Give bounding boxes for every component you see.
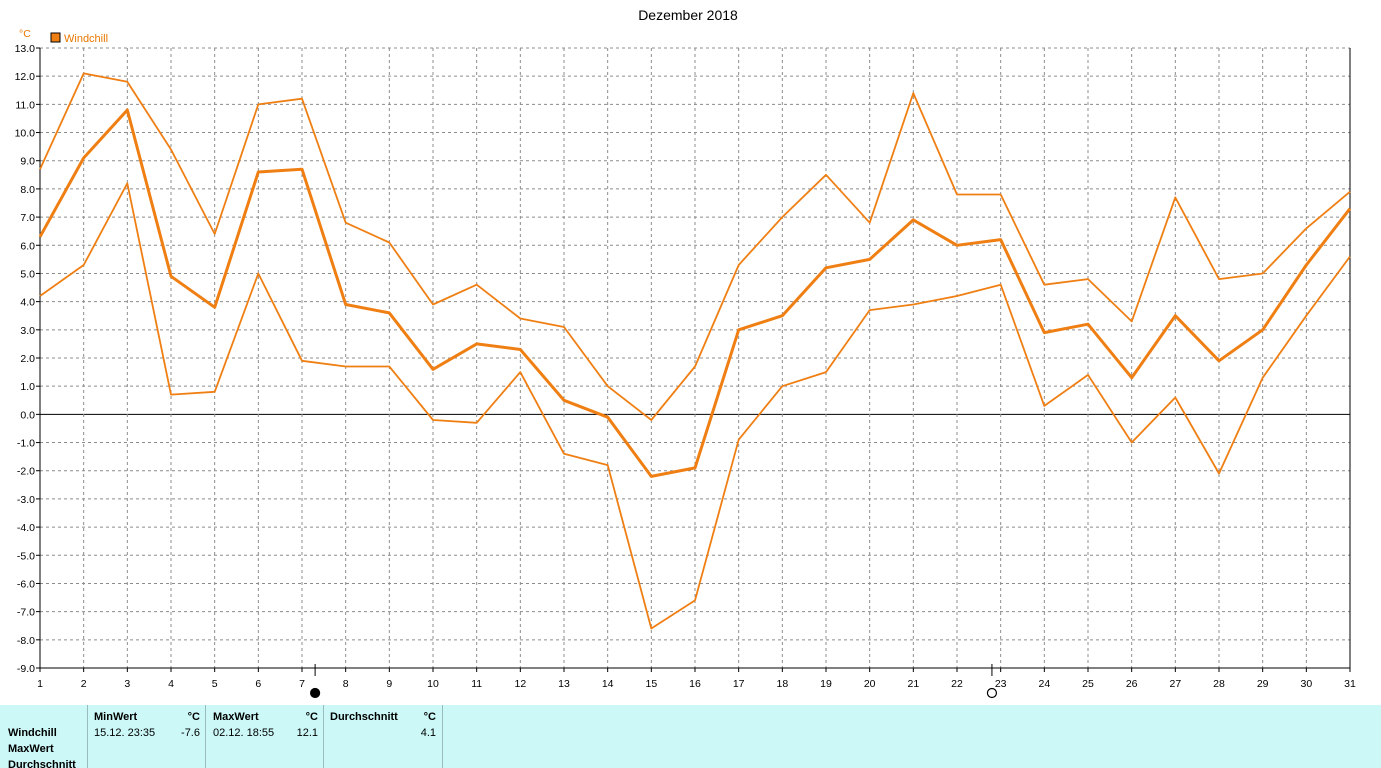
x-tick-label: 3 xyxy=(124,678,130,690)
stats-column-min: MinWert °C 15.12. 23:35 -7.6 xyxy=(87,705,206,768)
row-label-windchill: Windchill xyxy=(8,727,57,739)
x-tick-label: 15 xyxy=(645,678,657,690)
x-tick-label: 16 xyxy=(689,678,701,690)
x-tick-label: 18 xyxy=(776,678,788,690)
x-tick-label: 26 xyxy=(1126,678,1138,690)
statistics-panel: Windchill MaxWert Durchschnitt MinWert °… xyxy=(0,705,1381,768)
x-tick-label: 21 xyxy=(907,678,919,690)
y-tick-label: 9.0 xyxy=(20,156,35,168)
series-lines xyxy=(38,72,1352,630)
moon-markers xyxy=(310,664,998,699)
y-tick-label: 5.0 xyxy=(20,268,35,280)
stats-column-avg: Durchschnitt °C 4.1 xyxy=(323,705,443,768)
x-tick-label: 24 xyxy=(1038,678,1050,690)
stats-unit-min: °C xyxy=(187,711,200,723)
x-tick-label: 31 xyxy=(1344,678,1356,690)
y-tick-label: 12.0 xyxy=(15,71,36,83)
grid xyxy=(40,47,1350,669)
y-tick-label: 11.0 xyxy=(15,99,35,111)
x-tick-label: 22 xyxy=(951,678,963,690)
x-tick-label: 6 xyxy=(255,678,261,690)
stats-datetime-max: 02.12. 18:55 xyxy=(213,727,275,739)
new-moon-icon xyxy=(986,687,998,699)
stats-column-max: MaxWert °C 02.12. 18:55 12.1 xyxy=(205,705,324,768)
y-tick-label: -2.0 xyxy=(17,466,35,478)
x-tick-label: 10 xyxy=(427,678,439,690)
y-tick-label: -5.0 xyxy=(17,550,35,562)
y-tick-label: 7.0 xyxy=(20,212,35,224)
stats-header-max: MaxWert xyxy=(213,711,259,723)
y-tick-label: 8.0 xyxy=(20,184,35,196)
stats-datetime-min: 15.12. 23:35 xyxy=(94,727,156,739)
y-axis: 13.0 12.0 11.0 10.0 9.0 8.0 7.0 6.0 5.0 4.0 3.0 2.0… xyxy=(15,43,1351,675)
x-tick-label: 25 xyxy=(1082,678,1094,690)
series-line-min xyxy=(39,182,1351,630)
y-tick-label: -6.0 xyxy=(17,578,35,590)
x-tick-label: 9 xyxy=(386,678,392,690)
x-tick-label: 13 xyxy=(558,678,570,690)
y-tick-label: 4.0 xyxy=(20,297,35,309)
x-tick-label: 4 xyxy=(168,678,174,690)
y-tick-label: 0.0 xyxy=(20,409,35,421)
y-tick-label: 3.0 xyxy=(20,325,35,337)
series-line-max xyxy=(39,72,1351,421)
stats-unit-max: °C xyxy=(305,711,318,723)
y-tick-label: -4.0 xyxy=(17,522,35,534)
x-tick-label: 2 xyxy=(81,678,87,690)
windchill-chart: Dezember 2018 °C Windchill 13.012.011.01… xyxy=(15,7,1356,699)
x-tick-label: 19 xyxy=(820,678,832,690)
x-tick-label: 30 xyxy=(1300,678,1312,690)
stats-value-avg: 4.1 xyxy=(420,727,436,739)
x-tick-label: 11 xyxy=(471,678,482,690)
stats-header-min: MinWert xyxy=(94,711,138,723)
legend-swatch xyxy=(50,32,61,43)
y-tick-label: 10.0 xyxy=(15,128,36,140)
x-tick-label: 1 xyxy=(37,678,43,690)
y-tick-label: -9.0 xyxy=(17,663,35,675)
y-tick-label: 6.0 xyxy=(20,240,35,252)
legend-label: Windchill xyxy=(64,33,108,45)
x-tick-label: 5 xyxy=(212,678,218,690)
y-tick-label: -7.0 xyxy=(17,607,35,619)
y-tick-label: 1.0 xyxy=(20,381,35,393)
x-tick-label: 8 xyxy=(343,678,349,690)
y-unit-label: °C xyxy=(19,28,31,40)
stats-value-min: -7.6 xyxy=(181,727,200,739)
x-tick-label: 28 xyxy=(1213,678,1225,690)
full-moon-icon xyxy=(310,687,321,699)
x-tick-label: 23 xyxy=(995,678,1007,690)
series-line-avg xyxy=(38,108,1352,478)
stats-header-avg: Durchschnitt xyxy=(330,711,398,723)
x-tick-label: 20 xyxy=(864,678,876,690)
x-tick-label: 27 xyxy=(1169,678,1181,690)
x-tick-label: 17 xyxy=(733,678,745,690)
row-label-durchschnitt: Durchschnitt xyxy=(8,759,76,768)
y-tick-label: 2.0 xyxy=(20,353,35,365)
y-tick-label: -3.0 xyxy=(17,494,35,506)
x-axis: 1 2 3 4 5 6 7 8 9 10 11 12 13 14 15 16 17 18 19 20 21 22 23 24 2… xyxy=(37,667,1356,690)
stats-value-max: 12.1 xyxy=(296,727,318,739)
y-tick-label: 13.0 xyxy=(15,43,36,55)
y-tick-label: -8.0 xyxy=(17,635,35,647)
y-tick-label: -1.0 xyxy=(17,438,35,450)
x-tick-label: 29 xyxy=(1257,678,1269,690)
row-label-maxwert: MaxWert xyxy=(8,743,54,755)
stats-unit-avg: °C xyxy=(423,711,436,723)
x-tick-label: 12 xyxy=(514,678,526,690)
x-tick-label: 7 xyxy=(299,678,305,690)
x-tick-label: 14 xyxy=(602,678,614,690)
chart-title: Dezember 2018 xyxy=(638,7,738,23)
